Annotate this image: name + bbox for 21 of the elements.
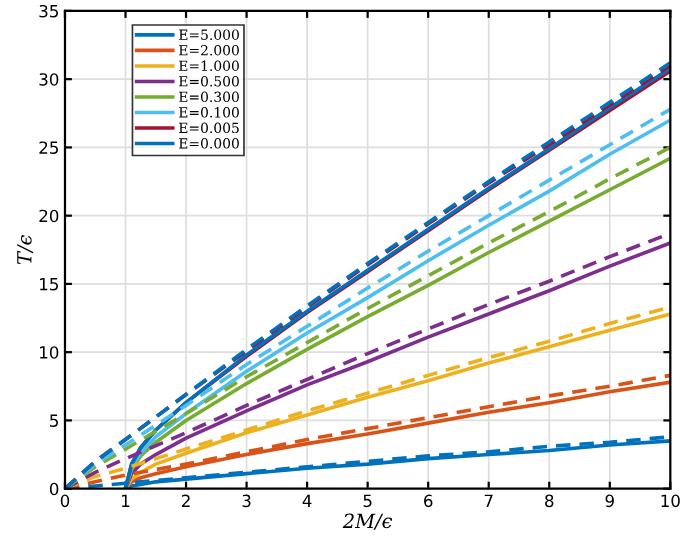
x-tick-label: 8 [545,494,554,508]
x-tick-label: 7 [484,494,493,507]
y-tick-label: 15 [40,278,58,291]
y-tick-label: 5 [50,414,58,427]
y-tick-label: 10 [40,346,59,359]
y-axis-title: T/ϵ [17,234,34,265]
x-tick-label: 1 [122,494,130,507]
x-tick-label: 5 [363,494,372,508]
y-tick-label: 35 [39,4,58,18]
y-tick-label: 0 [49,482,59,496]
x-axis-title: 2M/ϵ [342,513,393,530]
x-tick-label: 10 [661,494,680,508]
x-tick-label: 4 [302,494,312,507]
x-tick-label: 6 [424,494,433,508]
y-tick-label: 30 [39,73,59,86]
x-tick-label: 3 [242,494,251,508]
x-tick-label: 9 [605,494,614,508]
y-tick-label: 25 [39,141,58,154]
y-tick-label: 20 [39,209,59,223]
x-tick-label: 2 [181,494,190,507]
x-tick-label: 0 [60,494,70,508]
